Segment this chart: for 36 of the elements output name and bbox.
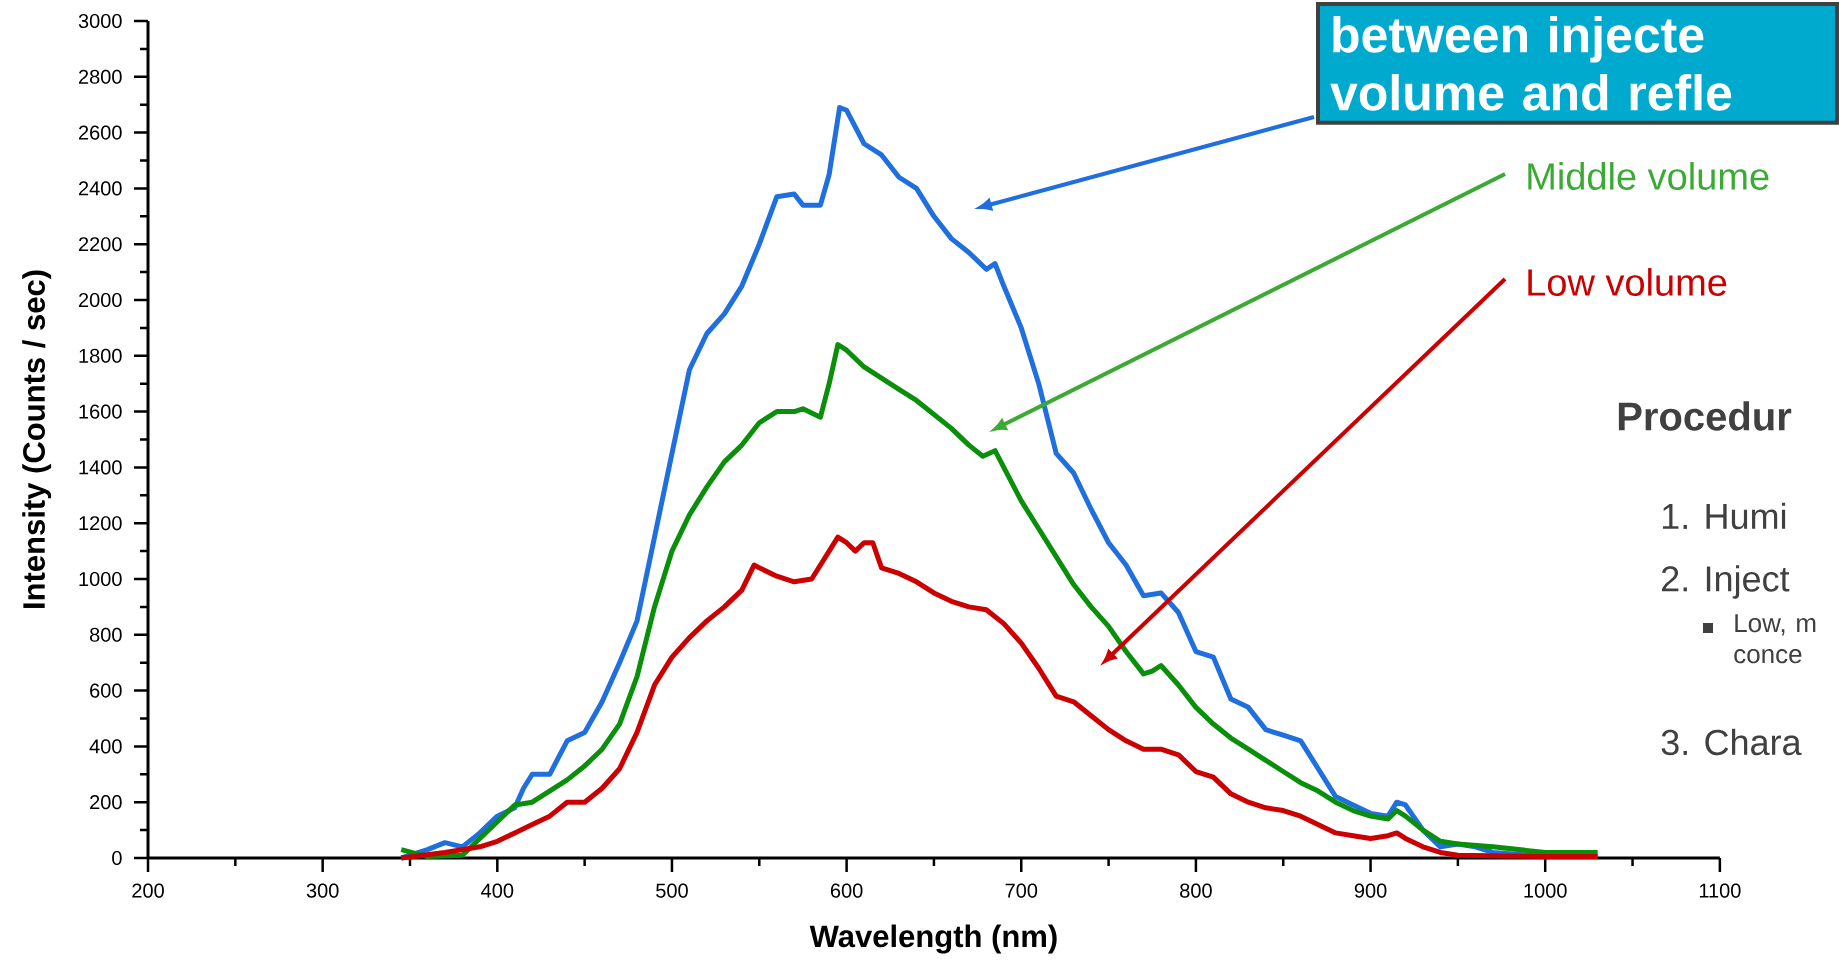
y-tick-label: 400	[89, 739, 122, 754]
x-tick-label: 200	[132, 883, 164, 898]
y-tick-label: 1000	[79, 571, 122, 587]
annotation: Procedur	[1618, 401, 1792, 431]
text: Low volume	[1528, 268, 1727, 296]
y-tick-label: 1400	[79, 460, 122, 475]
y-tick-label: 2600	[78, 125, 122, 140]
y-tick-label: 2200	[78, 237, 122, 252]
annotation: 2. Inject	[1662, 565, 1790, 599]
y-tick-label: 1600	[79, 404, 122, 419]
x-tick-label: 1100	[1699, 883, 1741, 898]
x-tick-label: 400	[481, 883, 514, 898]
y-tick-label: 2800	[78, 69, 122, 84]
y-tick-label: 1200	[79, 516, 122, 531]
annotation: 3. Chara	[1661, 728, 1802, 756]
y-tick-label: 1800	[79, 348, 122, 363]
y-tick-label: 0	[112, 850, 122, 866]
x-axis-title: Wavelength (nm)	[809, 924, 1057, 954]
y-tick-label: 800	[89, 627, 122, 642]
chart-title: between injecte volume and refle	[1330, 16, 1732, 111]
x-tick-label: 700	[1005, 883, 1038, 898]
y-tick-label: 600	[90, 683, 122, 698]
x-tick-label: 500	[656, 883, 688, 898]
x-tick-label: 1000	[1524, 883, 1567, 898]
y-tick-label: 200	[90, 795, 122, 810]
text: Middle volume	[1528, 162, 1769, 190]
y-tick-label: 2400	[78, 181, 122, 196]
x-tick-label: 600	[830, 883, 863, 898]
x-tick-label: 800	[1180, 883, 1212, 898]
y-axis-title: Intensity (Counts / sec)	[22, 270, 52, 608]
x-tick-label: 300	[306, 883, 339, 898]
x-tick-label: 900	[1354, 883, 1387, 898]
annotation: 1. Humi	[1662, 502, 1786, 530]
y-tick-label: 3000	[78, 13, 122, 29]
y-tick-label: 2000	[78, 292, 122, 308]
text: Low, m conce	[1734, 614, 1816, 664]
